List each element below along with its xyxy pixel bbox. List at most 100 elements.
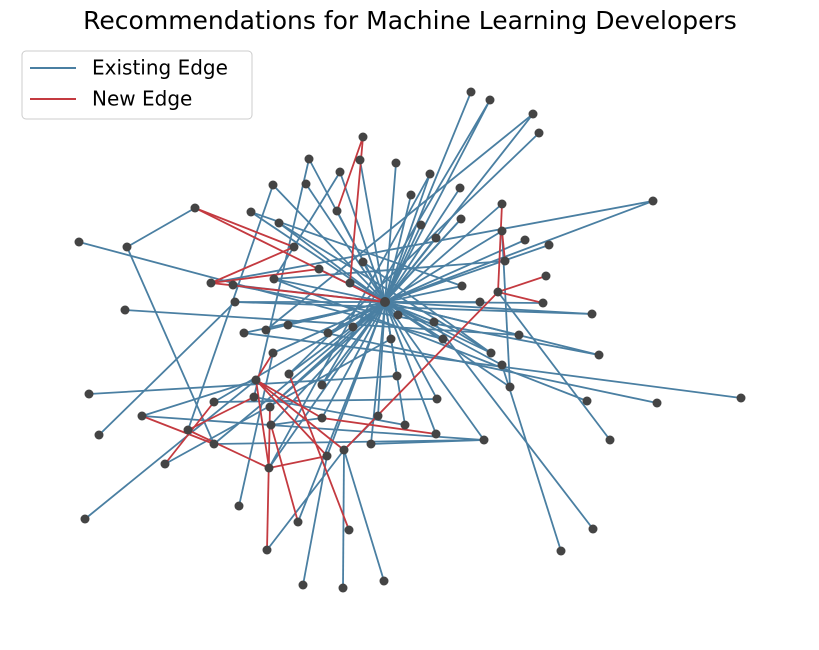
node [268,180,278,190]
node [392,371,402,381]
edge [126,207,196,248]
node [293,517,303,527]
node [339,445,349,455]
node [314,264,324,274]
node [274,218,284,228]
node [358,132,368,142]
node [556,546,566,556]
edge [210,282,386,303]
edge [187,184,274,431]
edge [255,352,274,381]
node [335,167,345,177]
node [80,514,90,524]
node [261,325,271,335]
edge [433,321,594,530]
edge [255,379,270,469]
node [438,334,448,344]
edge [497,203,503,293]
node [94,430,104,440]
edge [384,301,485,441]
edge [273,278,588,402]
edge [339,171,386,303]
edge [287,324,658,404]
node [431,233,441,243]
edge [210,268,320,284]
node [317,413,327,423]
node [534,128,544,138]
node [317,380,327,390]
edge [238,352,274,507]
node [486,348,496,358]
node [301,179,311,189]
edge [343,449,385,582]
edge [370,439,485,445]
node [605,435,615,445]
node [500,256,510,266]
node [416,220,426,230]
node [284,369,294,379]
edge [194,207,386,303]
node [391,158,401,168]
title: Recommendations for Machine Learning Dev… [83,6,737,35]
node [528,109,538,119]
edge [250,211,386,303]
node [84,389,94,399]
node [431,429,441,439]
node [268,348,278,358]
legend: Existing Edge New Edge [21,50,253,120]
node [251,375,261,385]
node [120,305,130,315]
node [497,360,507,370]
edge [384,285,463,303]
node [485,95,495,105]
node [455,183,465,193]
node [269,274,279,284]
node [466,87,476,97]
node [265,402,275,412]
node [648,196,658,206]
node [497,199,507,209]
node [234,501,244,511]
edge [243,332,742,399]
node [652,398,662,408]
edge [272,184,386,303]
node [594,350,604,360]
node [283,320,293,330]
edge [250,211,463,287]
node [373,411,383,421]
edge [268,301,386,469]
edge [273,171,341,280]
edge [384,301,437,435]
edge [194,207,295,248]
edge [141,415,215,445]
edge [497,291,611,441]
edge [288,132,540,375]
edge [270,417,323,426]
node [736,393,746,403]
node [338,583,348,593]
node [456,214,466,224]
node [344,525,354,535]
edge [98,301,236,436]
node [190,203,200,213]
node [393,310,403,320]
edge [84,379,257,520]
edge [273,260,506,280]
node [122,242,132,252]
edge [270,218,462,426]
edge [255,379,345,451]
edge [384,200,654,303]
node [74,237,84,247]
edge [359,159,386,303]
node [358,257,368,267]
node [209,439,219,449]
edge [268,455,328,469]
edge [384,301,406,426]
nodes [74,87,746,593]
node [249,392,259,402]
node [183,425,193,435]
edge [268,173,431,469]
node [538,298,548,308]
node [348,322,358,332]
